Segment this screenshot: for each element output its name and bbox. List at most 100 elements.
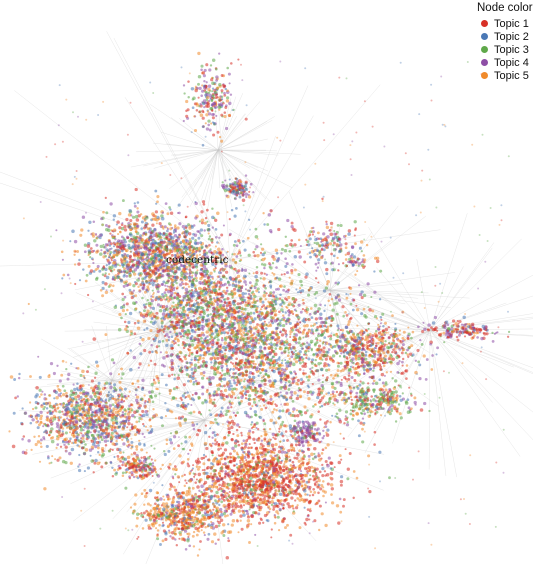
graph-node [60,250,64,254]
graph-node [291,400,295,403]
graph-node [247,330,250,333]
graph-node [247,292,251,296]
graph-node [236,380,240,384]
graph-edge [205,149,219,220]
graph-node [254,393,257,397]
graph-node [300,347,304,350]
graph-node [248,272,251,275]
graph-node [149,274,153,278]
graph-node [127,421,131,426]
graph-edge [329,283,403,291]
graph-node [345,293,348,296]
graph-node [162,356,166,360]
graph-node [217,344,222,349]
graph-node [178,222,182,226]
graph-edge [217,115,238,151]
graph-node [155,351,159,354]
graph-node [133,332,137,336]
graph-node [224,413,228,417]
graph-node [248,326,251,329]
graph-node [209,281,213,285]
graph-node [244,370,248,374]
graph-node [293,308,297,312]
graph-edge [329,289,419,299]
graph-node [183,270,186,274]
graph-edge [87,329,161,369]
graph-node [176,376,180,380]
graph-node [326,376,329,379]
graph-node [246,296,250,299]
graph-edge [159,329,195,400]
graph-node [162,250,165,254]
graph-node [298,361,302,365]
graph-node [130,239,134,243]
graph-node [284,311,287,314]
graph-node [302,371,305,375]
graph-node [298,368,302,371]
graph-edge [113,37,231,261]
graph-node [179,335,183,338]
graph-node [73,249,77,253]
graph-edge [142,329,161,382]
graph-node [290,355,294,359]
graph-edge [344,271,431,331]
graph-node [99,288,103,292]
graph-node [249,339,252,343]
graph-node [168,269,172,272]
graph-node [273,297,276,301]
graph-node [167,338,170,342]
graph-node [292,407,296,411]
graph-edge [249,379,330,421]
graph-node [192,310,195,314]
graph-node [287,288,290,291]
graph-node [190,367,194,371]
graph-edge [217,149,270,202]
graph-node [134,214,139,219]
graph-node [219,385,222,388]
graph-node [265,311,268,315]
graph-edge [429,329,447,476]
graph-node [142,232,146,236]
graph-node [139,213,143,216]
graph-node [112,218,116,221]
graph-node [345,423,350,427]
graph-node [290,372,293,375]
graph-node [164,315,168,319]
graph-node [214,288,218,293]
graph-node [248,320,253,325]
graph-node [349,302,353,306]
graph-node [279,324,282,327]
graph-node [110,229,113,232]
graph-edge [107,329,161,353]
graph-node [98,269,102,273]
graph-node [128,225,132,229]
graph-node [239,301,243,305]
graph-node [189,293,192,296]
graph-node [221,325,224,329]
graph-node [213,398,216,401]
graph-node [202,370,206,375]
graph-node [180,366,184,369]
graph-node [162,264,166,268]
graph-node [186,361,189,365]
graph-node [212,394,215,397]
graph-node [283,249,288,253]
graph-node [134,294,137,298]
graph-node [264,284,267,287]
graph-node [197,230,201,233]
graph-node [294,349,297,352]
graph-node [283,285,286,288]
graph-node [243,365,247,369]
graph-node [230,390,234,393]
graph-node [107,256,111,259]
graph-node [154,241,158,245]
graph-node [211,323,214,327]
graph-node [293,268,297,272]
graph-node [116,220,120,224]
graph-node [200,245,204,249]
graph-node [261,328,264,332]
graph-node [248,375,252,379]
graph-node [225,322,228,326]
graph-node [287,387,291,391]
